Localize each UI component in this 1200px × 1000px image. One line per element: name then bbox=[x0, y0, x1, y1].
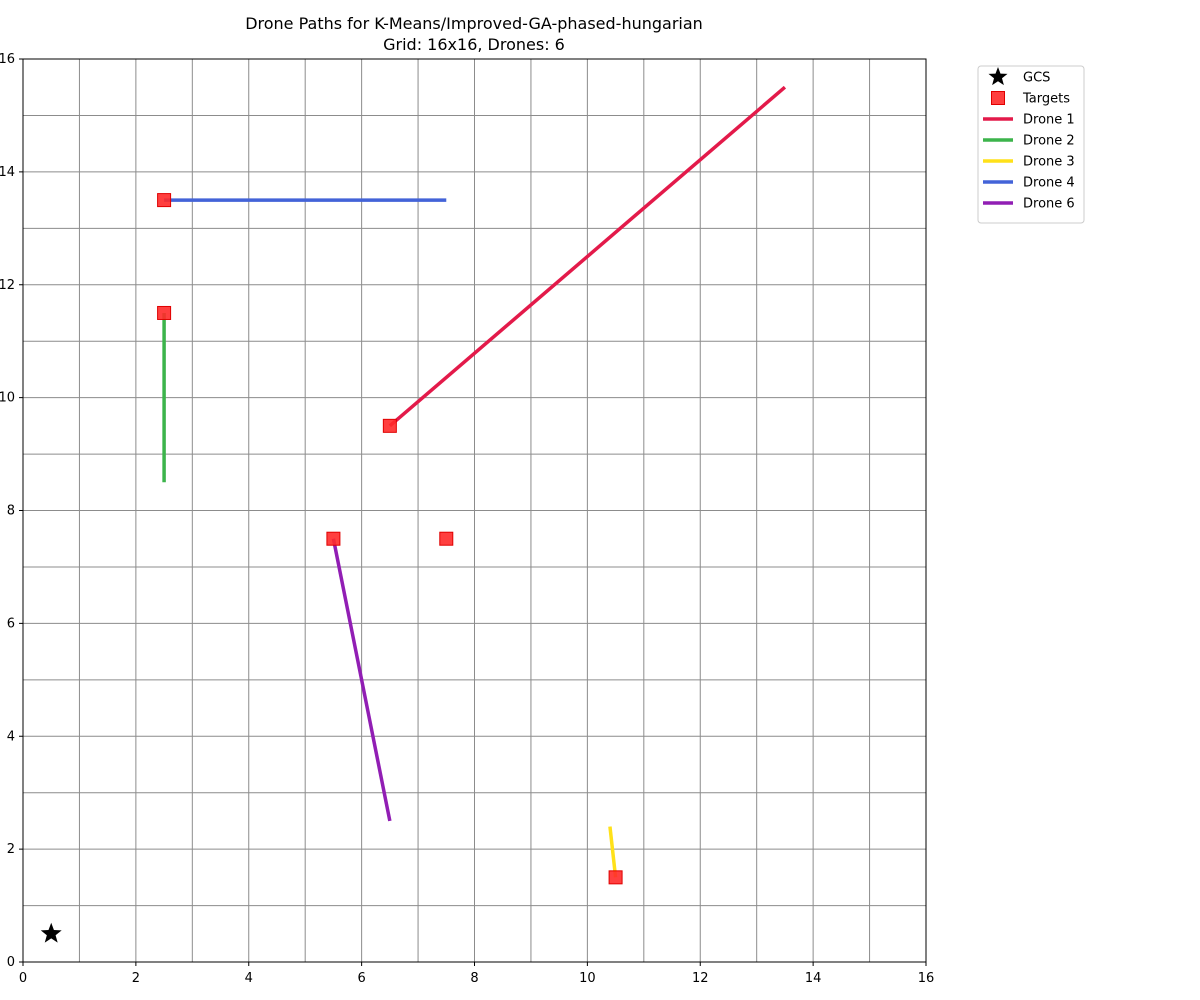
y-tick-label: 8 bbox=[7, 504, 15, 519]
target-marker bbox=[382, 418, 397, 433]
x-tick-label: 12 bbox=[692, 971, 709, 986]
y-tick-label: 12 bbox=[0, 278, 15, 293]
legend-drone-label: Drone 6 bbox=[1023, 197, 1075, 212]
y-tick-label: 16 bbox=[0, 52, 15, 67]
legend-gcs-marker bbox=[988, 67, 1008, 86]
target-marker bbox=[326, 531, 341, 546]
target-marker bbox=[608, 870, 623, 885]
chart-title: Drone Paths for K-Means/Improved-GA-phas… bbox=[245, 14, 703, 33]
drone-path-line bbox=[608, 826, 618, 878]
x-tick-label: 0 bbox=[19, 971, 27, 986]
x-tick-label: 14 bbox=[805, 971, 822, 986]
y-tick-label: 10 bbox=[0, 391, 15, 406]
y-tick-label: 4 bbox=[7, 729, 15, 744]
x-tick-label: 4 bbox=[245, 971, 253, 986]
legend-drone-label: Drone 1 bbox=[1023, 113, 1075, 128]
x-tick-label: 6 bbox=[357, 971, 365, 986]
legend: GCS Targets Drone 1 Drone 2 Drone 3 Drone 4 Dr… bbox=[977, 65, 1085, 224]
x-tick-label: 2 bbox=[132, 971, 140, 986]
legend-drone-label: Drone 3 bbox=[1023, 155, 1075, 170]
gcs-marker bbox=[40, 922, 62, 943]
legend-targets-marker bbox=[991, 91, 1005, 105]
x-tick-label: 8 bbox=[470, 971, 478, 986]
legend-gcs-label: GCS bbox=[1023, 71, 1050, 86]
x-tick-label: 10 bbox=[579, 971, 596, 986]
legend-drone-label: Drone 4 bbox=[1023, 176, 1075, 191]
y-tick-label: 6 bbox=[7, 616, 15, 631]
drone-path-line bbox=[388, 85, 787, 428]
x-tick-label: 16 bbox=[918, 971, 935, 986]
plot-area: 0 2 4 6 8 10 12 14 16 0 2 4 6 8 10 12 14 16 bbox=[0, 52, 934, 986]
target-marker bbox=[439, 531, 454, 546]
y-tick-label: 14 bbox=[0, 165, 15, 180]
y-tick-label: 2 bbox=[7, 842, 15, 857]
y-tick-label: 0 bbox=[7, 955, 15, 970]
legend-drone-label: Drone 2 bbox=[1023, 134, 1075, 149]
target-marker bbox=[157, 193, 172, 208]
chart-subtitle: Grid: 16x16, Drones: 6 bbox=[383, 35, 565, 54]
legend-targets-label: Targets bbox=[1022, 92, 1070, 107]
drone-path-line bbox=[331, 538, 392, 822]
target-marker bbox=[157, 305, 172, 320]
